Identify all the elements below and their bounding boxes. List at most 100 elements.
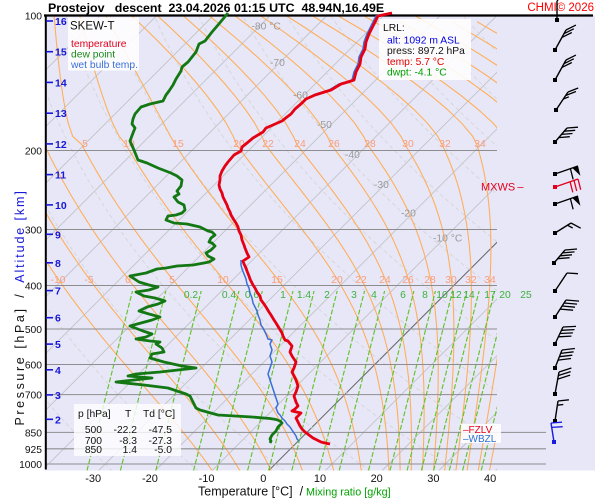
svg-text:26: 26	[402, 275, 414, 286]
svg-text:12: 12	[55, 139, 67, 151]
svg-text:-8.3: -8.3	[119, 436, 137, 447]
svg-text:4: 4	[55, 365, 61, 377]
svg-text:-10: -10	[199, 473, 215, 485]
svg-text:-27.3: -27.3	[149, 436, 173, 447]
svg-text:Mixing ratio [g/kg]: Mixing ratio [g/kg]	[306, 487, 391, 499]
svg-text:5: 5	[82, 139, 88, 150]
svg-text:850: 850	[85, 445, 102, 456]
svg-text:9: 9	[55, 229, 61, 241]
svg-text:40: 40	[484, 473, 496, 485]
svg-text:0.6: 0.6	[245, 290, 260, 301]
svg-text:20: 20	[233, 139, 245, 150]
svg-text:600: 600	[25, 361, 42, 372]
svg-text:-30: -30	[85, 473, 101, 485]
svg-text:0.2: 0.2	[184, 290, 199, 301]
svg-text:Td [°C]: Td [°C]	[143, 409, 175, 420]
svg-text:p [hPa]: p [hPa]	[78, 409, 111, 420]
svg-text:24: 24	[379, 275, 391, 286]
svg-text:200: 200	[25, 147, 42, 158]
svg-text:32: 32	[465, 275, 477, 286]
svg-text:10: 10	[55, 200, 67, 212]
svg-text:13: 13	[55, 108, 67, 120]
svg-text:20: 20	[331, 275, 343, 286]
svg-text:-22.2: -22.2	[114, 425, 138, 436]
svg-text:22: 22	[262, 139, 274, 150]
svg-text:-70: -70	[270, 58, 285, 69]
svg-text:wet bulb temp.: wet bulb temp.	[70, 60, 138, 71]
svg-text:700: 700	[85, 436, 102, 447]
svg-text:2: 2	[55, 414, 61, 426]
svg-text:14: 14	[55, 77, 67, 89]
svg-text:Prostejov descent 23.04.202: Prostejov descent 23.04.2026 01:15 UTC 4…	[48, 1, 384, 15]
svg-text:15: 15	[55, 47, 67, 59]
svg-text:34: 34	[484, 275, 496, 286]
svg-text:500: 500	[25, 325, 42, 336]
svg-text:Pressure [hPa]: Pressure [hPa]	[13, 306, 27, 425]
svg-text:2: 2	[324, 290, 330, 301]
svg-text:-40: -40	[345, 150, 360, 161]
svg-text:30: 30	[402, 139, 414, 150]
svg-text:100: 100	[25, 12, 42, 23]
svg-text:6: 6	[400, 290, 406, 301]
svg-text:10: 10	[436, 290, 448, 301]
svg-text:850: 850	[25, 428, 42, 439]
svg-text:temp: 5.7 °C: temp: 5.7 °C	[387, 57, 445, 68]
svg-text:11: 11	[55, 170, 66, 182]
svg-text:25: 25	[520, 290, 532, 301]
svg-text:temperature: temperature	[71, 39, 127, 50]
svg-text:4: 4	[371, 290, 377, 301]
svg-text:925: 925	[25, 445, 42, 456]
svg-text:1.4: 1.4	[297, 290, 312, 301]
svg-text:5: 5	[55, 339, 61, 351]
svg-text:24: 24	[294, 139, 306, 150]
svg-text:10: 10	[123, 139, 135, 150]
svg-text:-10 °C: -10 °C	[433, 234, 463, 245]
svg-text:5: 5	[169, 275, 175, 286]
svg-text:15: 15	[271, 275, 283, 286]
svg-text:/: /	[13, 294, 27, 298]
svg-text:34: 34	[474, 139, 486, 150]
svg-text:0: 0	[260, 473, 266, 485]
svg-text:LRL:: LRL:	[383, 23, 405, 34]
svg-text:30: 30	[427, 473, 439, 485]
svg-text:CHMI© 2026: CHMI© 2026	[527, 2, 594, 14]
svg-text:Altitude [km]: Altitude [km]	[13, 189, 27, 282]
svg-text:-60: -60	[293, 91, 308, 102]
svg-text:press: 897.2 hPa: press: 897.2 hPa	[387, 46, 465, 57]
svg-text:16: 16	[55, 16, 67, 28]
svg-text:-47.5: -47.5	[149, 425, 173, 436]
svg-text:0.4: 0.4	[222, 290, 237, 301]
svg-text:32: 32	[439, 139, 451, 150]
svg-text:17: 17	[484, 290, 496, 301]
svg-text:8: 8	[422, 290, 428, 301]
svg-text:6: 6	[55, 313, 61, 325]
svg-text:–FZLV: –FZLV	[463, 425, 493, 436]
svg-text:-20: -20	[401, 209, 416, 220]
svg-text:30: 30	[445, 275, 457, 286]
svg-text:T: T	[125, 409, 132, 420]
svg-text:15: 15	[172, 139, 184, 150]
svg-text:26: 26	[328, 139, 340, 150]
svg-text:10: 10	[314, 473, 326, 485]
svg-text:dwpt: -4.1 °C: dwpt: -4.1 °C	[387, 68, 447, 79]
svg-text:–WBZL: –WBZL	[463, 434, 497, 445]
svg-text:-20: -20	[142, 473, 158, 485]
svg-text:14: 14	[463, 290, 475, 301]
svg-text:28: 28	[424, 275, 436, 286]
svg-text:3: 3	[55, 390, 61, 402]
svg-text:300: 300	[25, 226, 42, 237]
svg-text:dew point: dew point	[71, 50, 115, 61]
svg-text:7: 7	[55, 286, 61, 298]
svg-text:1.4: 1.4	[123, 445, 138, 456]
svg-text:1000: 1000	[19, 460, 42, 471]
svg-text:400: 400	[25, 282, 42, 293]
svg-text:-10: -10	[51, 275, 66, 286]
svg-text:20: 20	[371, 473, 383, 485]
svg-text:-30: -30	[374, 180, 389, 191]
svg-text:20: 20	[499, 290, 511, 301]
svg-text:10: 10	[217, 275, 229, 286]
svg-text:1: 1	[280, 290, 286, 301]
svg-text:28: 28	[364, 139, 376, 150]
svg-text:Temperature [°C] /: Temperature [°C] /	[198, 485, 304, 499]
svg-text:-5.0: -5.0	[154, 445, 172, 456]
